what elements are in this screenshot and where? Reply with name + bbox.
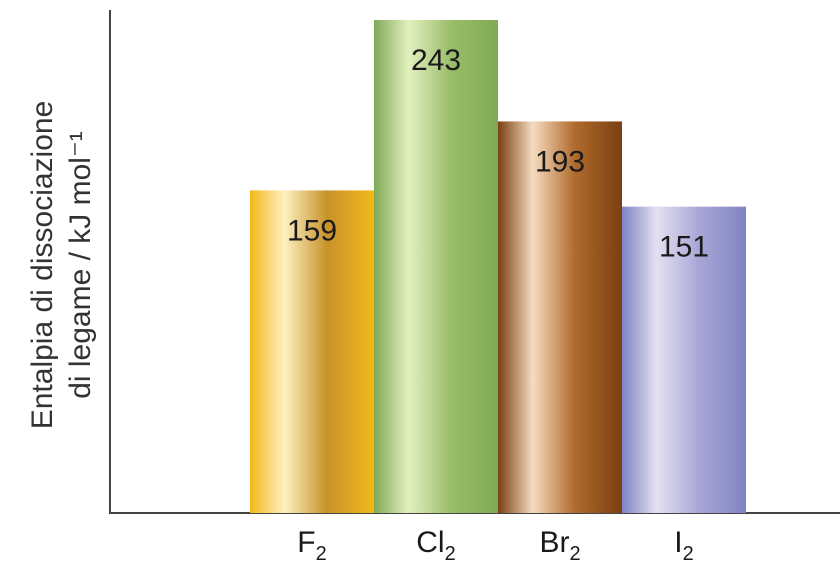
bar-i2 (622, 206, 746, 513)
data-label-br2: 193 (535, 145, 585, 178)
category-label-f2: F2 (297, 526, 326, 563)
category-label-cl2: Cl2 (416, 526, 455, 563)
data-label-i2: 151 (659, 231, 709, 264)
data-label-cl2: 243 (411, 44, 461, 77)
category-labels-group: F2 Cl2 Br2 I2 (297, 526, 693, 563)
bar-f2 (250, 190, 374, 514)
bar-br2 (498, 121, 622, 513)
data-label-f2: 159 (287, 214, 337, 247)
y-axis-label-line2: di legame / kJ mol⁻¹ (64, 131, 97, 399)
y-axis-label-line1: Entalpia di dissociazione (26, 101, 59, 430)
category-label-i2: I2 (674, 526, 693, 563)
bars-group: 159 243 193 151 (250, 20, 746, 514)
bar-cl2 (374, 20, 498, 513)
category-label-br2: Br2 (539, 526, 580, 563)
